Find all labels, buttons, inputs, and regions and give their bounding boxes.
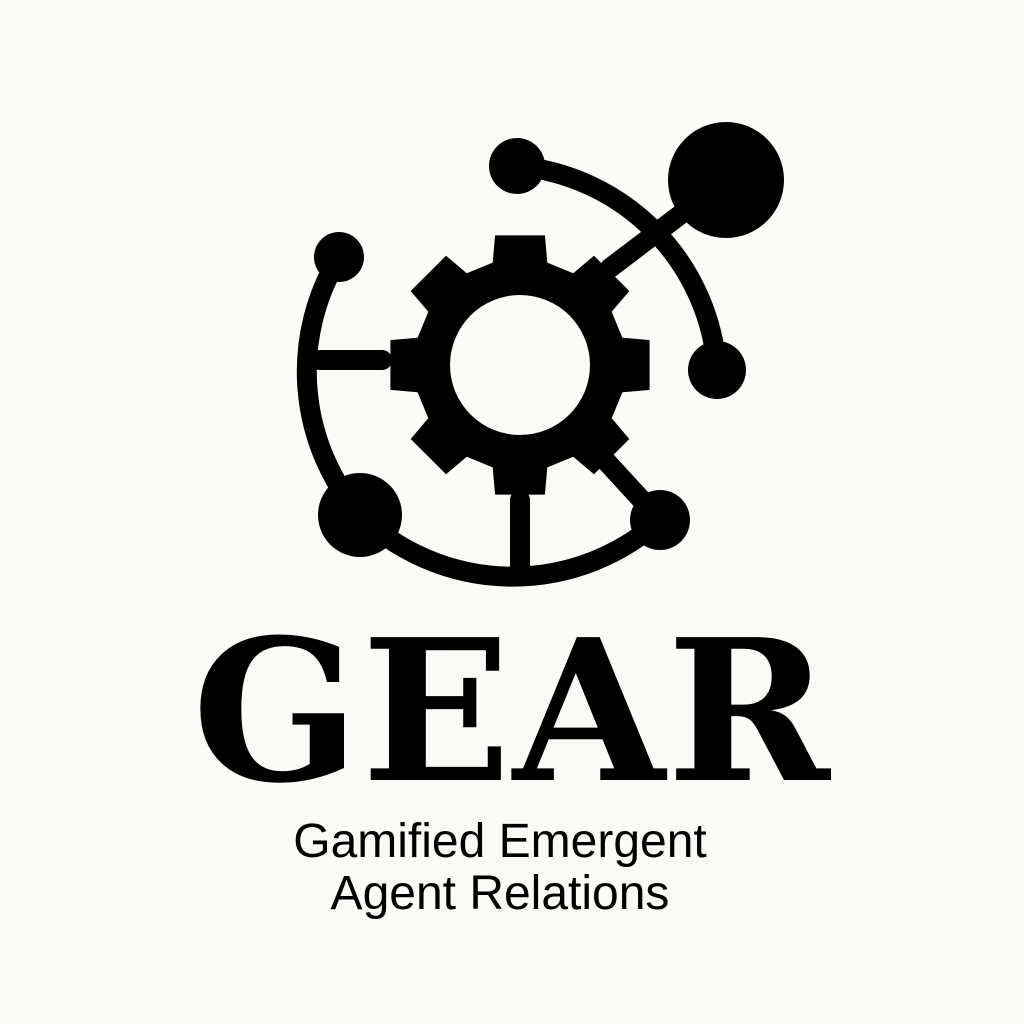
tagline-line-1: Gamified Emergent (293, 815, 707, 868)
node-left-top (314, 232, 364, 282)
node-bottom-right (630, 490, 690, 550)
brand-tagline: Gamified Emergent Agent Relations (0, 816, 1000, 920)
node-top (489, 138, 545, 194)
node-bottom-left (318, 473, 402, 557)
tagline-line-2: Agent Relations (330, 867, 670, 920)
gear-network-icon (296, 122, 784, 587)
node-right (688, 341, 746, 399)
network-nodes (314, 122, 784, 557)
bottom-orbit-arc (350, 505, 670, 587)
gear-icon (390, 235, 650, 495)
brand-wordmark: GEAR (192, 597, 832, 827)
node-top-right-large (668, 122, 784, 238)
